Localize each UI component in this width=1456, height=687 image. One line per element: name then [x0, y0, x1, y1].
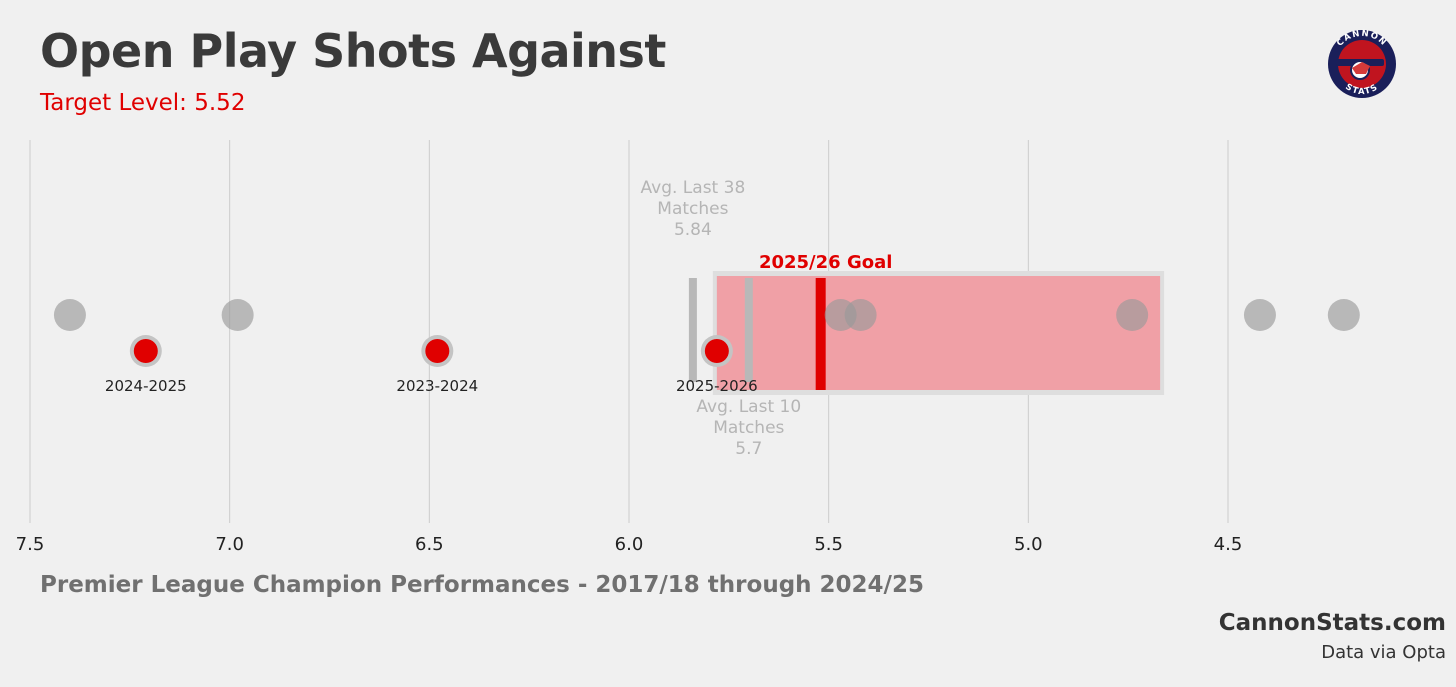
reference-label: 5.7 — [735, 439, 762, 459]
reference-line — [744, 278, 753, 382]
goal-label: 2025/26 Goal — [759, 252, 892, 273]
footer-caption: Premier League Champion Performances - 2… — [40, 572, 924, 598]
svg-text:STATS: STATS — [1343, 82, 1380, 97]
champion-point — [1327, 299, 1360, 331]
x-tick-label: 5.0 — [1014, 534, 1043, 555]
x-tick-label: 7.5 — [16, 534, 45, 555]
x-tick-label: 6.0 — [615, 534, 644, 555]
reference-label: Matches — [713, 418, 784, 438]
goal-line — [815, 278, 826, 390]
champion-point — [1116, 299, 1149, 331]
site-name: CannonStats.com — [1218, 610, 1446, 636]
data-source: Data via Opta — [1321, 642, 1446, 663]
logo-text-bottom: STATS — [1343, 82, 1379, 97]
reference-label: Avg. Last 38 — [641, 178, 746, 198]
reference-label: Matches — [657, 199, 728, 219]
champion-point — [1243, 299, 1276, 331]
x-tick-label: 4.5 — [1214, 534, 1243, 555]
cannon-stats-logo-icon: CANNON STATS — [1328, 29, 1396, 98]
x-tick-label: 7.0 — [215, 534, 244, 555]
logo-emblem-shape — [1352, 62, 1370, 74]
target-band — [716, 276, 1161, 390]
champion-point — [221, 299, 254, 331]
highlight-point-label: 2025-2026 — [676, 377, 758, 395]
reference-label: Avg. Last 10 — [696, 397, 801, 417]
x-tick-label: 5.5 — [814, 534, 843, 555]
x-tick-label: 6.5 — [415, 534, 444, 555]
highlight-point-label: 2024-2025 — [105, 377, 187, 395]
champion-point — [844, 299, 877, 331]
highlight-point — [425, 339, 450, 363]
chart-title: Open Play Shots Against — [40, 24, 666, 78]
reference-label: 5.84 — [674, 220, 712, 240]
champion-point — [53, 299, 86, 331]
highlight-point — [704, 339, 729, 363]
highlight-point-label: 2023-2024 — [396, 377, 478, 395]
reference-line — [688, 278, 697, 382]
target-level-subtitle: Target Level: 5.52 — [40, 90, 246, 116]
highlight-point — [133, 339, 158, 363]
